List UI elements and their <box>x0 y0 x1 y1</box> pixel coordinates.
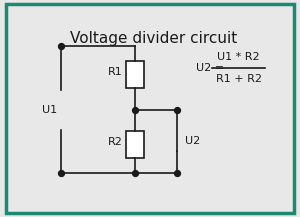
Point <box>175 108 179 111</box>
Point <box>133 108 138 111</box>
Point <box>175 171 179 175</box>
Bar <box>126 61 145 88</box>
Text: U2: U2 <box>185 136 200 146</box>
Text: R1: R1 <box>108 67 122 77</box>
Point <box>58 171 63 175</box>
Text: R2: R2 <box>107 137 122 147</box>
Point <box>58 44 63 48</box>
Text: U1 * R2: U1 * R2 <box>217 52 260 62</box>
Point <box>133 171 138 175</box>
Text: Voltage divider circuit: Voltage divider circuit <box>70 31 237 46</box>
Bar <box>126 131 145 158</box>
Text: U2 =: U2 = <box>196 63 224 73</box>
Text: R1 + R2: R1 + R2 <box>216 74 262 84</box>
Text: U1: U1 <box>42 105 57 115</box>
